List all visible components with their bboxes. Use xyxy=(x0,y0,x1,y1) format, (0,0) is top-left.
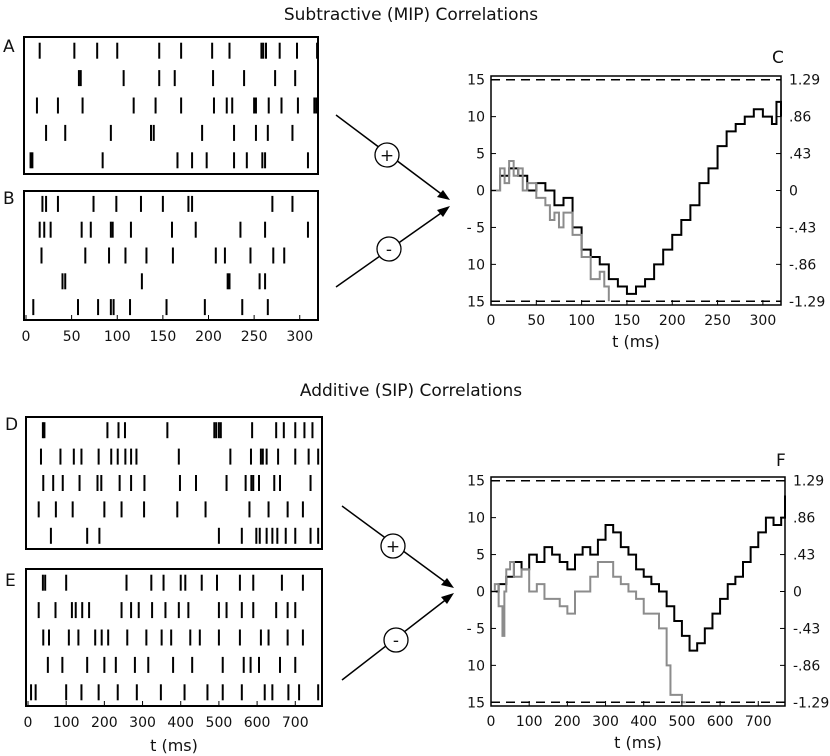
x-tick-label: 150 xyxy=(614,313,641,329)
y2-tick-label: -1.29 xyxy=(789,294,825,310)
y2-tick-label: .86 xyxy=(789,110,811,126)
raster-b: 0 50 100 150 200 250 300 xyxy=(22,190,319,345)
x-tick-label: 100 xyxy=(53,715,80,731)
top-title: Subtractive (MIP) Correlations xyxy=(284,5,538,25)
panel-label-c: C xyxy=(772,48,784,68)
x-axis-label: t (ms) xyxy=(150,736,198,755)
x-tick-label: 700 xyxy=(282,715,309,731)
y-tick-label: 5 xyxy=(476,548,485,564)
x-tick-label: 400 xyxy=(167,715,194,731)
x-tick-label: 50 xyxy=(63,329,81,345)
y-tick-label: 10 xyxy=(467,257,485,273)
panel-label-e: E xyxy=(5,571,16,591)
plus-symbol-bottom: + xyxy=(386,537,400,557)
x-tick-label: 300 xyxy=(592,714,619,730)
x-tick-label: 0 xyxy=(487,714,496,730)
y-tick-label: 0 xyxy=(476,585,485,601)
raster-a xyxy=(23,36,319,175)
panel-label-b: B xyxy=(3,189,15,209)
arrows-top: + - xyxy=(335,114,450,288)
x-tick-label: 200 xyxy=(195,329,222,345)
y2-tick-label: -.86 xyxy=(789,257,816,273)
y-tick-label: 5 xyxy=(476,147,485,163)
y-tick-label: 10 xyxy=(467,110,485,126)
bottom-title: Additive (SIP) Correlations xyxy=(300,381,522,401)
x-tick-label: 50 xyxy=(527,313,545,329)
y-tick-label: 15 xyxy=(467,73,485,89)
y-tick-label: 10 xyxy=(467,658,485,674)
x-tick-label: 200 xyxy=(91,715,118,731)
x-tick-label: 500 xyxy=(206,715,233,731)
x-tick-label: 0 xyxy=(24,715,33,731)
y2-tick-label: -.43 xyxy=(789,220,816,236)
arrowhead-icon xyxy=(441,578,454,588)
minus-circle-icon xyxy=(376,236,402,262)
x-axis-label: t (ms) xyxy=(612,332,660,351)
plus-circle-icon xyxy=(374,142,400,168)
panel-label-a: A xyxy=(3,37,15,57)
raster-frame-a xyxy=(23,36,319,175)
x-tick-label: 600 xyxy=(244,715,271,731)
y2-tick-label: -.43 xyxy=(793,621,820,637)
minus-symbol-top: - xyxy=(386,240,392,260)
series-line-1 xyxy=(491,560,686,704)
x-tick-label: 200 xyxy=(659,313,686,329)
y-tick-label: 15 xyxy=(467,474,485,490)
x-tick-label: 150 xyxy=(150,329,177,345)
y-tick-label: - 5 xyxy=(467,220,485,236)
y-tick-label: 15 xyxy=(467,695,485,711)
arrows-bottom: + - xyxy=(341,505,454,681)
x-tick-label: 0 xyxy=(22,329,31,345)
y-tick-label: 0 xyxy=(476,184,485,200)
x-tick-label: 100 xyxy=(516,714,543,730)
x-tick-label: 400 xyxy=(630,714,657,730)
x-tick-label: 700 xyxy=(745,714,772,730)
x-tick-label: 500 xyxy=(669,714,696,730)
x-tick-label: 250 xyxy=(704,313,731,329)
plus-symbol-top: + xyxy=(380,146,394,166)
minus-symbol-bottom: - xyxy=(393,631,399,651)
y2-tick-label: 1.29 xyxy=(789,73,820,89)
x-tick-label: 100 xyxy=(568,313,595,329)
x-tick-label: 600 xyxy=(707,714,734,730)
raster-frame-e xyxy=(25,568,323,707)
arrowhead-icon xyxy=(441,593,454,604)
raster-frame-b xyxy=(23,190,319,321)
x-tick-label: 0 xyxy=(487,313,496,329)
raster-frame-d xyxy=(25,416,323,550)
minus-circle-icon xyxy=(383,627,409,653)
y-tick-label: 15 xyxy=(467,294,485,310)
series-line-2 xyxy=(491,100,782,295)
line-chart-f: 15 10 5 0 - 5 10 15 1.29 .86 .43 0 -.43 -.86 -1.29 0 10… xyxy=(467,474,830,752)
y2-tick-label: -1.29 xyxy=(793,695,829,711)
arrowhead-icon xyxy=(437,190,450,200)
series-line-2 xyxy=(491,495,786,652)
y2-tick-label: 0 xyxy=(789,184,798,200)
y2-tick-label: .43 xyxy=(789,147,811,163)
x-tick-label: 200 xyxy=(554,714,581,730)
panel-label-f: F xyxy=(776,451,786,471)
panel-label-d: D xyxy=(5,415,18,435)
y2-tick-label: -.86 xyxy=(793,658,820,674)
y2-tick-label: .43 xyxy=(793,548,815,564)
x-tick-label: 300 xyxy=(286,329,313,345)
y-tick-label: 10 xyxy=(467,511,485,527)
x-tick-label: 300 xyxy=(129,715,156,731)
y2-tick-label: 1.29 xyxy=(793,474,824,490)
y2-tick-label: .86 xyxy=(793,511,815,527)
y2-tick-label: 0 xyxy=(793,585,802,601)
raster-d xyxy=(25,416,323,550)
x-tick-label: 300 xyxy=(750,313,777,329)
raster-e: 0 100 200 300 400 500 600 700 t (ms) xyxy=(24,568,323,755)
arrowhead-icon xyxy=(437,206,450,217)
x-tick-label: 250 xyxy=(241,329,268,345)
x-axis-label: t (ms) xyxy=(614,733,662,752)
series-line-1 xyxy=(491,159,610,302)
plus-circle-icon xyxy=(380,533,406,559)
y-tick-label: - 5 xyxy=(467,621,485,637)
x-tick-label: 100 xyxy=(104,329,131,345)
